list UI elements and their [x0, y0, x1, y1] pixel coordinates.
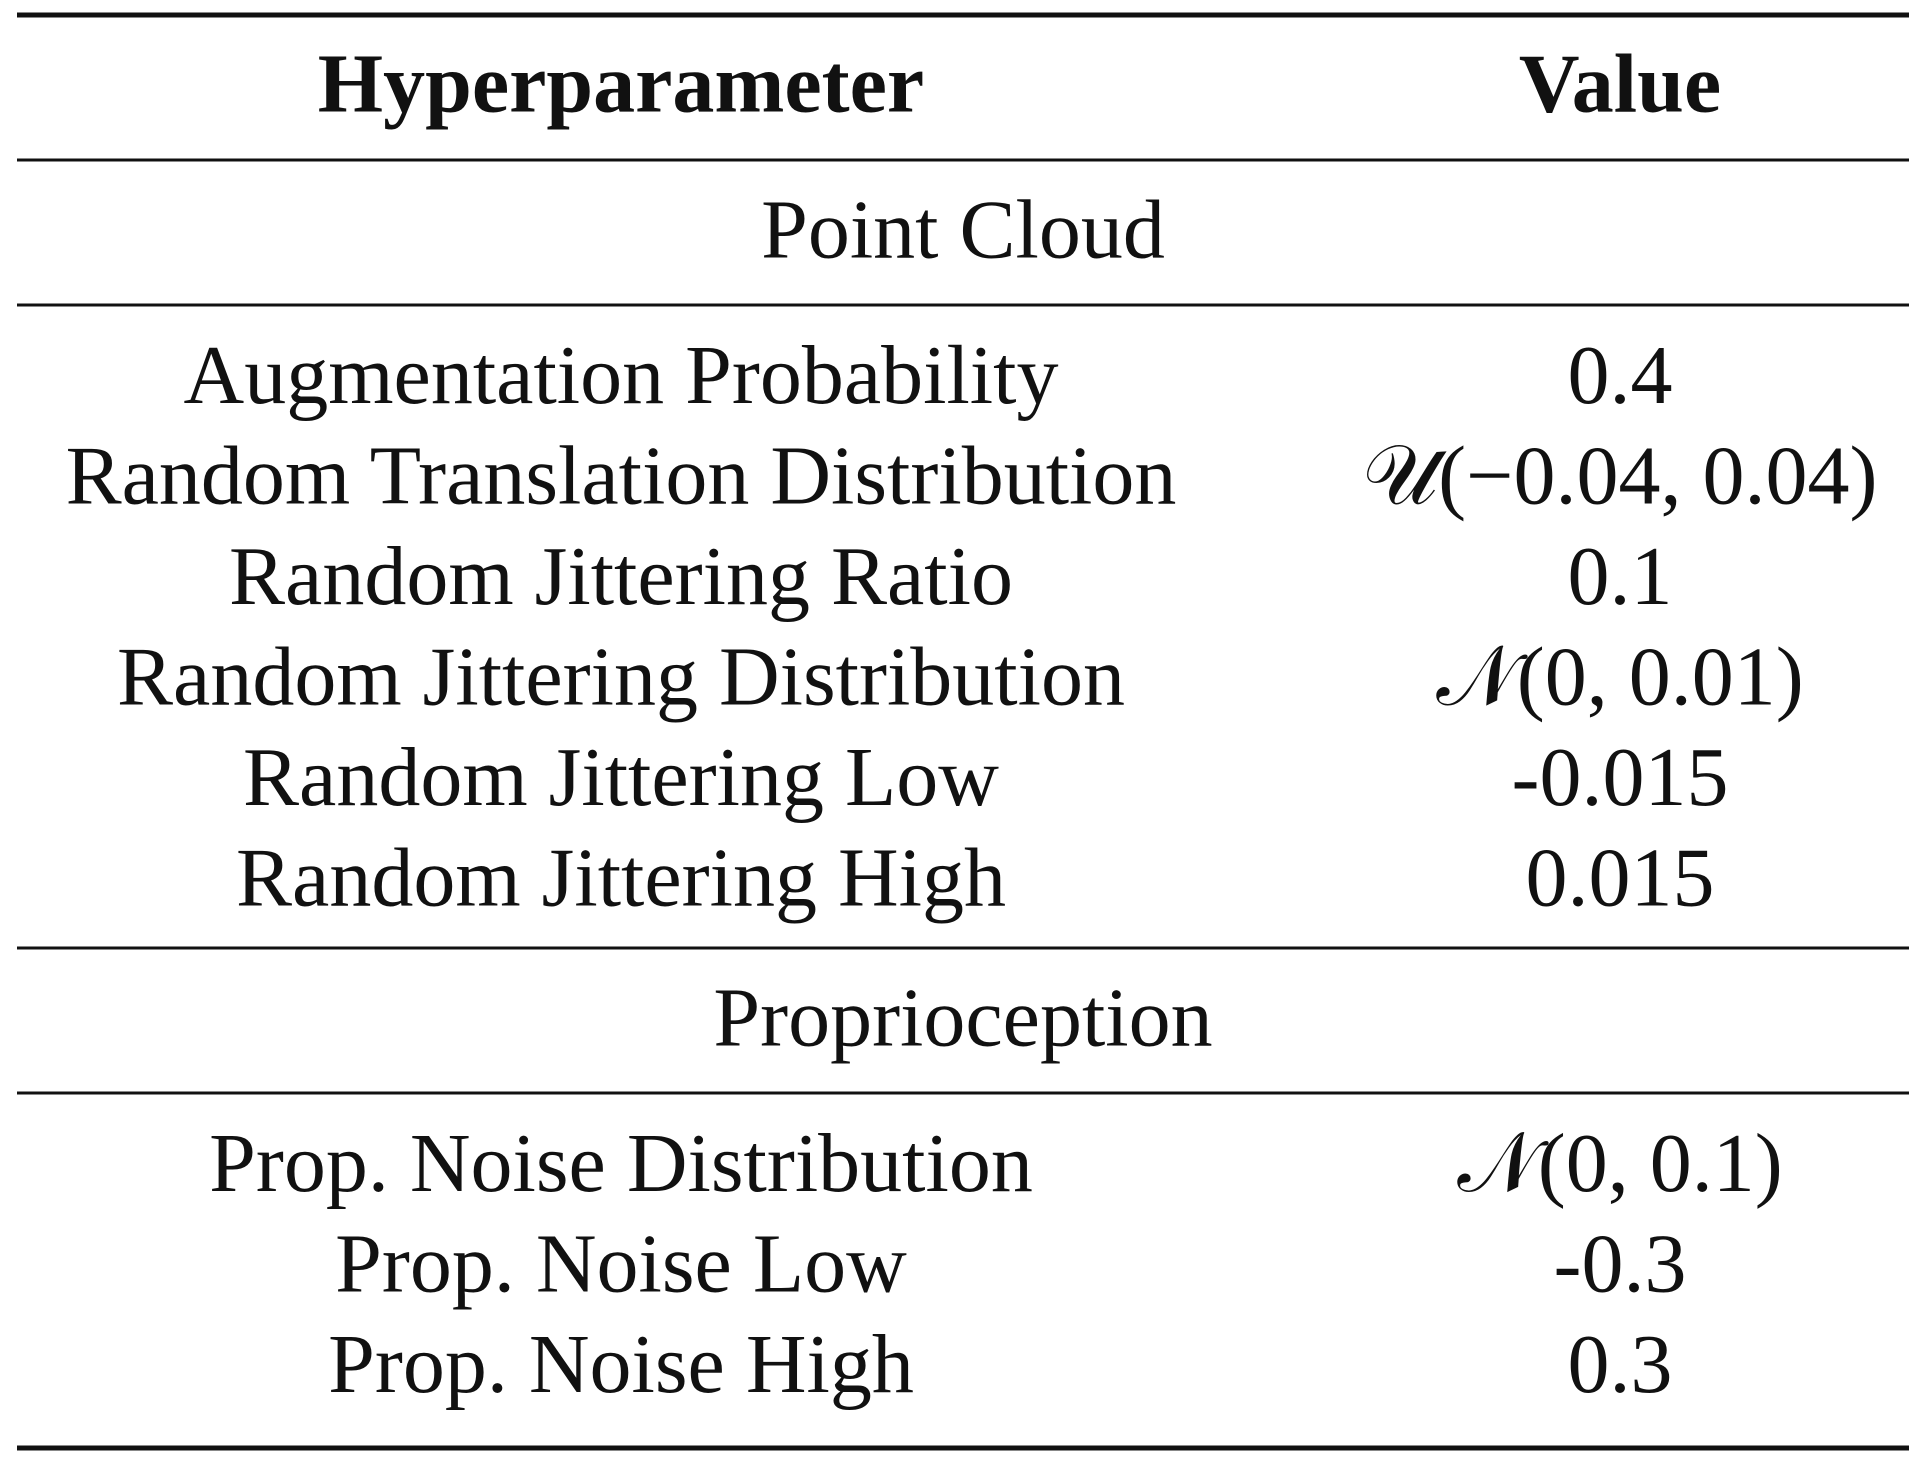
value-cell: 0.1 — [1568, 530, 1673, 623]
param-cell: Prop. Noise High — [328, 1318, 914, 1411]
header-cell: Value — [1519, 38, 1721, 131]
param-cell: Random Jittering Low — [243, 731, 999, 824]
value-cell: 0.015 — [1526, 831, 1715, 924]
param-cell: Prop. Noise Distribution — [209, 1117, 1033, 1210]
value-cell: 0.4 — [1568, 329, 1673, 422]
param-cell: Random Jittering Ratio — [229, 530, 1013, 623]
value-cell: 0.3 — [1568, 1318, 1673, 1411]
param-cell: Augmentation Probability — [184, 329, 1059, 422]
value-cell: 𝒩(0, 0.1) — [1457, 1117, 1782, 1210]
value-cell: -0.3 — [1554, 1217, 1687, 1310]
section-title: Point Cloud — [761, 184, 1165, 277]
value-cell: 𝒩(0, 0.01) — [1436, 630, 1803, 723]
value-cell: -0.015 — [1512, 731, 1729, 824]
section-title: Proprioception — [713, 972, 1212, 1065]
param-cell: Random Jittering High — [236, 831, 1006, 924]
header-cell: Hyperparameter — [318, 38, 924, 131]
param-cell: Random Jittering Distribution — [117, 630, 1125, 723]
param-cell: Random Translation Distribution — [66, 429, 1177, 522]
value-cell: 𝒰(−0.04, 0.04) — [1363, 429, 1878, 522]
param-cell: Prop. Noise Low — [335, 1217, 907, 1310]
